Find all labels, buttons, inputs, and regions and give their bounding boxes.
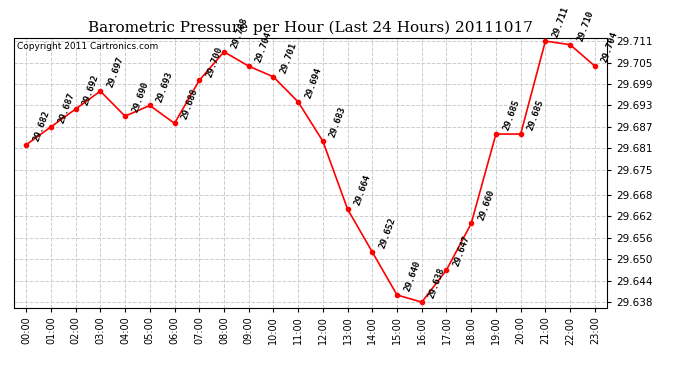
Text: 29.704: 29.704 (254, 30, 274, 64)
Text: 29.683: 29.683 (328, 106, 348, 139)
Text: 29.690: 29.690 (130, 81, 150, 114)
Text: 29.687: 29.687 (57, 92, 76, 125)
Text: 29.688: 29.688 (180, 88, 199, 121)
Text: 29.638: 29.638 (427, 267, 447, 300)
Text: 29.647: 29.647 (452, 234, 471, 268)
Text: Copyright 2011 Cartronics.com: Copyright 2011 Cartronics.com (17, 42, 158, 51)
Text: 29.640: 29.640 (402, 260, 422, 293)
Text: 29.660: 29.660 (477, 188, 496, 221)
Text: 29.694: 29.694 (304, 66, 323, 100)
Text: 29.710: 29.710 (575, 9, 595, 42)
Text: 29.704: 29.704 (600, 30, 620, 64)
Text: 29.708: 29.708 (230, 16, 249, 50)
Text: 29.652: 29.652 (378, 216, 397, 250)
Text: 29.701: 29.701 (279, 41, 299, 75)
Text: 29.685: 29.685 (526, 99, 546, 132)
Text: 29.685: 29.685 (502, 99, 521, 132)
Text: 29.664: 29.664 (353, 174, 373, 207)
Text: 29.697: 29.697 (106, 56, 126, 89)
Text: 29.692: 29.692 (81, 74, 101, 107)
Text: 29.711: 29.711 (551, 6, 571, 39)
Text: 29.693: 29.693 (155, 70, 175, 103)
Text: 29.682: 29.682 (32, 109, 51, 142)
Title: Barometric Pressure per Hour (Last 24 Hours) 20111017: Barometric Pressure per Hour (Last 24 Ho… (88, 21, 533, 35)
Text: 29.700: 29.700 (205, 45, 224, 78)
